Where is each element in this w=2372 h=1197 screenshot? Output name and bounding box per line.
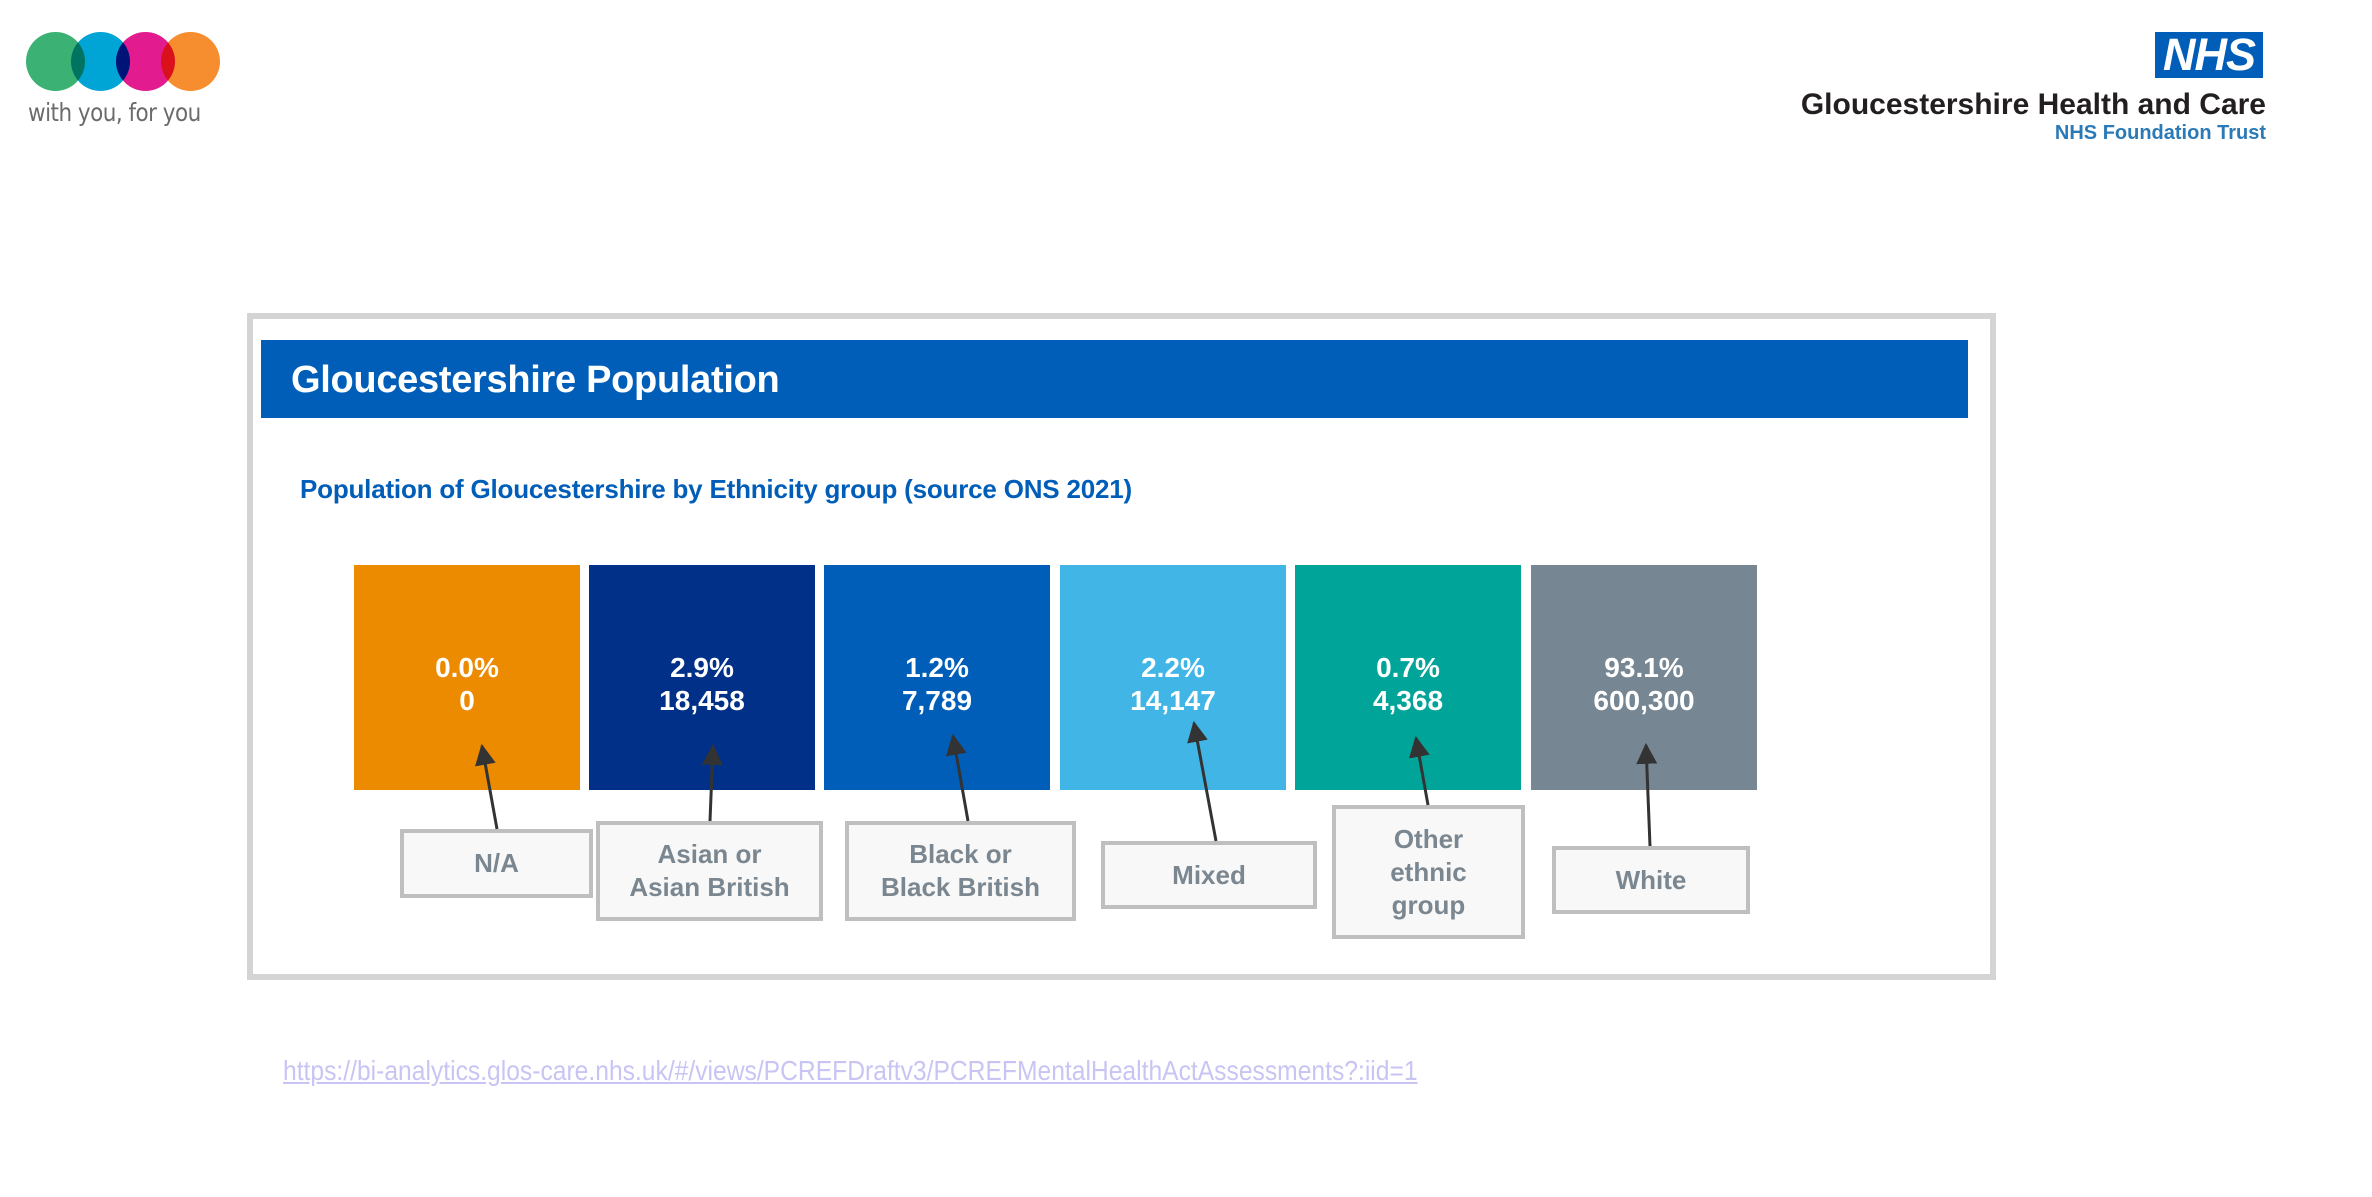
label-other: Other ethnic group: [1332, 805, 1525, 939]
label-line: Mixed: [1172, 859, 1246, 890]
label-na: N/A: [400, 829, 593, 898]
tile-other: 0.7% 4,368: [1295, 565, 1521, 790]
org-subtitle: NHS Foundation Trust: [2054, 122, 2266, 144]
label-line: group: [1391, 889, 1466, 920]
tile-count: 600,300: [1593, 685, 1695, 716]
source-link[interactable]: https://bi-analytics.glos-care.nhs.uk/#/…: [283, 1055, 1418, 1086]
label-line: Black British: [881, 872, 1040, 902]
logo-circle-orange: [161, 32, 220, 91]
label-text: Black or Black British: [881, 838, 1040, 904]
label-line: N/A: [474, 848, 519, 878]
tile-count: 7,789: [901, 685, 973, 716]
tile-count: 14,147: [1130, 685, 1216, 716]
label-black: Black or Black British: [845, 821, 1076, 921]
tile-asian: 2.9% 18,458: [589, 565, 815, 790]
label-text: White: [1616, 864, 1687, 897]
tile-na: 0.0% 0: [354, 565, 580, 790]
tile-count: 0: [459, 685, 475, 716]
tile-percent: 2.9%: [670, 652, 734, 683]
tile-white: 93.1% 600,300: [1531, 565, 1757, 790]
label-text: Mixed: [1172, 859, 1246, 892]
tile-percent: 2.2%: [1141, 652, 1205, 683]
label-line: Other: [1393, 823, 1464, 854]
label-text: N/A: [474, 847, 519, 880]
label-line: White: [1615, 864, 1687, 895]
card-header: Gloucestershire Population: [261, 340, 1968, 418]
card-title: Gloucestershire Population: [291, 359, 780, 401]
label-asian: Asian or Asian British: [596, 821, 823, 921]
tile-percent: 93.1%: [1604, 652, 1684, 683]
label-white: White: [1552, 846, 1750, 914]
nhs-logo: NHS: [2155, 32, 2263, 78]
brand-tagline: with you, for you: [28, 98, 201, 127]
chart-subtitle: Population of Gloucestershire by Ethnici…: [300, 474, 1132, 504]
label-line: Black or: [909, 839, 1012, 869]
tile-percent: 0.0%: [435, 652, 499, 683]
org-name: Gloucestershire Health and Care: [1800, 88, 2266, 121]
label-line: ethnic: [1390, 856, 1467, 887]
label-text: Other ethnic group: [1390, 823, 1467, 922]
tile-black: 1.2% 7,789: [824, 565, 1050, 790]
label-line: Asian British: [629, 872, 790, 902]
tile-percent: 1.2%: [905, 652, 969, 683]
tile-mixed: 2.2% 14,147: [1060, 565, 1286, 790]
label-line: Asian or: [657, 839, 762, 869]
tile-count: 4,368: [1372, 685, 1444, 716]
tile-percent: 0.7%: [1376, 652, 1440, 683]
label-mixed: Mixed: [1101, 841, 1317, 909]
tile-count: 18,458: [659, 685, 745, 716]
brand-logo: with you, for you: [26, 32, 226, 132]
label-text: Asian or Asian British: [629, 838, 789, 904]
